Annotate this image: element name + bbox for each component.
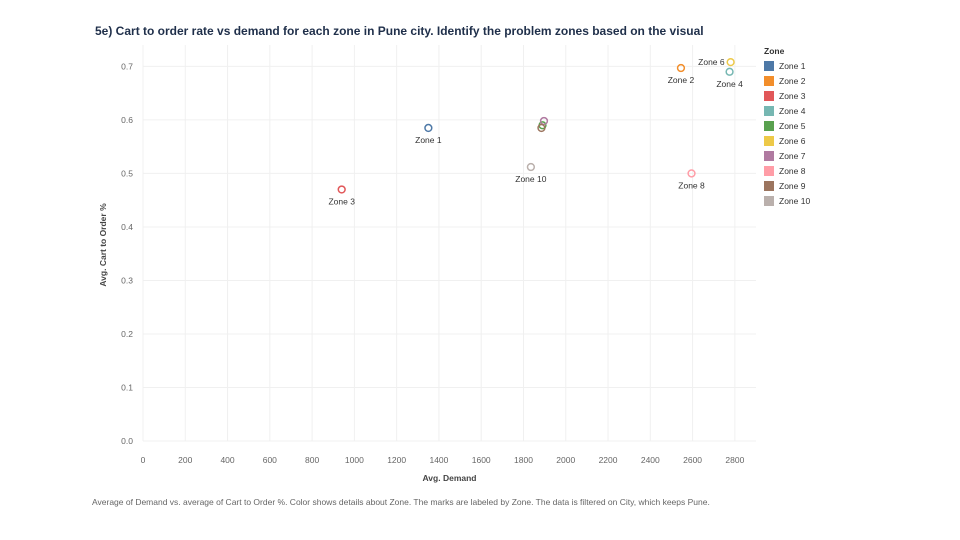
y-axis-ticks: 0.0 0.1 0.2 0.3 0.4 0.5 0.6 0.7 <box>121 61 133 446</box>
x-axis-ticks: 0 200 400 600 800 1000 1200 1400 1600 1800 2000 220… <box>141 455 745 465</box>
point-label: Zone 3 <box>328 196 355 206</box>
x-tick-label: 800 <box>305 455 319 465</box>
point-zone-4[interactable] <box>725 67 734 76</box>
y-tick-label: 0.7 <box>121 61 133 71</box>
point-zone-9[interactable] <box>537 123 546 133</box>
legend-item[interactable]: Zone 7 <box>764 148 810 163</box>
legend-label: Zone 2 <box>779 75 806 86</box>
x-tick-label: 1200 <box>387 455 406 465</box>
x-tick-label: 1400 <box>429 455 448 465</box>
y-tick-label: 0.4 <box>121 222 133 232</box>
x-tick-label: 1000 <box>345 455 364 465</box>
legend-item[interactable]: Zone 10 <box>764 193 810 208</box>
point-zone-3[interactable] <box>337 185 346 194</box>
legend-title: Zone <box>764 46 785 56</box>
point-label: Zone 8 <box>678 180 705 190</box>
point-label: Zone 4 <box>716 79 743 89</box>
y-tick-label: 0.3 <box>121 275 133 285</box>
legend-label: Zone 8 <box>779 165 806 176</box>
legend-item[interactable]: Zone 6 <box>764 133 810 148</box>
legend-swatch <box>764 195 774 206</box>
legend-label: Zone 6 <box>779 135 806 146</box>
x-tick-label: 1800 <box>514 455 533 465</box>
legend-swatch <box>764 150 774 161</box>
legend-label: Zone 4 <box>779 105 806 116</box>
legend-label: Zone 10 <box>779 195 811 206</box>
legend-swatch <box>764 120 774 131</box>
chart-title: 5e) Cart to order rate vs demand for eac… <box>95 24 704 38</box>
x-tick-label: 2200 <box>599 455 618 465</box>
y-tick-label: 0.6 <box>121 115 133 125</box>
y-tick-label: 0.1 <box>121 382 133 392</box>
legend-swatch <box>764 75 774 86</box>
x-tick-label: 400 <box>220 455 234 465</box>
legend-label: Zone 3 <box>779 90 806 101</box>
legend-item[interactable]: Zone 5 <box>764 118 810 133</box>
legend-label: Zone 7 <box>779 150 806 161</box>
x-tick-label: 2000 <box>556 455 575 465</box>
legend-swatch <box>764 60 774 71</box>
legend-swatch <box>764 135 774 146</box>
legend-label: Zone 9 <box>779 180 806 191</box>
chart-caption: Average of Demand vs. average of Cart to… <box>92 497 710 507</box>
point-label: Zone 10 <box>515 174 546 184</box>
x-tick-label: 1600 <box>472 455 491 465</box>
point-label: Zone 6 <box>698 57 725 67</box>
legend-swatch <box>764 180 774 191</box>
legend-item[interactable]: Zone 9 <box>764 178 810 193</box>
x-axis-title: Avg. Demand <box>422 473 476 483</box>
y-tick-label: 0.0 <box>121 436 133 446</box>
point-zone-1[interactable] <box>424 123 433 133</box>
legend-item[interactable]: Zone 1 <box>764 58 810 73</box>
legend-label: Zone 5 <box>779 120 806 131</box>
point-zone-2[interactable] <box>676 63 686 73</box>
data-points: Zone 1 Zone 2 Zone 3 Zone 4 Zone 6 Zone 8 Zone… <box>328 57 743 206</box>
point-zone-6[interactable] <box>726 57 735 67</box>
legend-item[interactable]: Zone 8 <box>764 163 810 178</box>
legend-swatch <box>764 105 774 116</box>
x-tick-label: 2400 <box>641 455 660 465</box>
x-tick-label: 0 <box>141 455 146 465</box>
x-tick-label: 2600 <box>683 455 702 465</box>
legend-item[interactable]: Zone 2 <box>764 73 810 88</box>
y-axis-title: Avg. Cart to Order % <box>98 203 108 287</box>
legend-item[interactable]: Zone 4 <box>764 103 810 118</box>
point-zone-8[interactable] <box>687 169 696 178</box>
point-label: Zone 2 <box>668 75 695 85</box>
point-label: Zone 1 <box>415 135 442 145</box>
point-zone-7[interactable] <box>539 116 549 126</box>
x-tick-label: 600 <box>263 455 277 465</box>
legend-label: Zone 1 <box>779 60 806 71</box>
x-tick-label: 200 <box>178 455 192 465</box>
legend-swatch <box>764 90 774 101</box>
zone-legend: Zone Zone 1 Zone 2 Zone 3 Zone 4 Zone 5 Zone … <box>764 46 810 208</box>
y-tick-label: 0.5 <box>121 168 133 178</box>
point-zone-10[interactable] <box>526 162 536 172</box>
gridlines <box>142 45 756 442</box>
y-tick-label: 0.2 <box>121 329 133 339</box>
legend-swatch <box>764 165 774 176</box>
legend-item[interactable]: Zone 3 <box>764 88 810 103</box>
x-tick-label: 2800 <box>725 455 744 465</box>
